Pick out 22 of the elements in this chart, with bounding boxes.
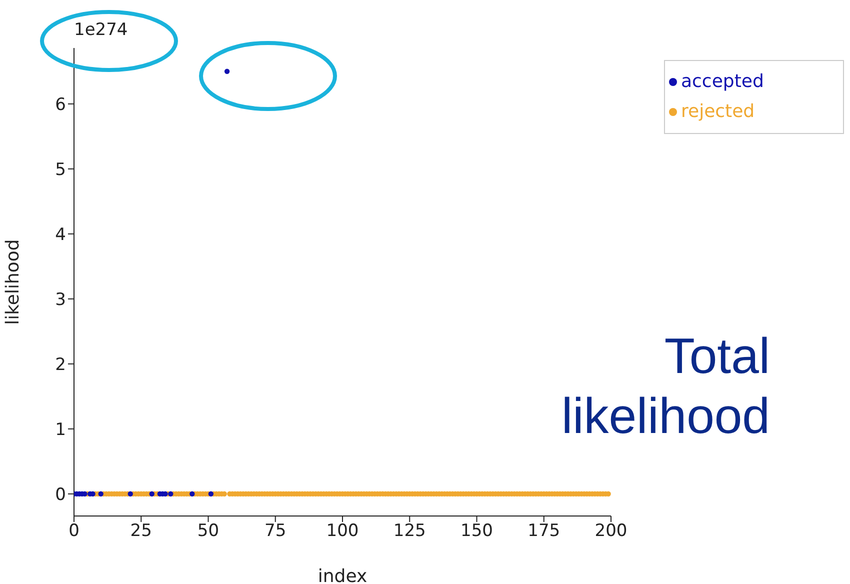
y-tick-label: 4 bbox=[55, 224, 66, 245]
x-tick-label: 125 bbox=[393, 521, 426, 542]
y-tick-label: 5 bbox=[55, 160, 66, 180]
y-tick-label: 3 bbox=[55, 290, 66, 310]
legend-label: accepted bbox=[681, 71, 764, 92]
x-tick-label: 150 bbox=[460, 521, 493, 542]
x-tick-label: 0 bbox=[68, 521, 80, 542]
y-tick-label: 0 bbox=[55, 484, 66, 505]
y-tick-label: 6 bbox=[55, 94, 66, 115]
x-tick-label: 200 bbox=[594, 521, 628, 542]
annotation: Total likelihood bbox=[560, 327, 770, 446]
x-tick-label: 50 bbox=[197, 521, 220, 542]
y-axis-title: likelihood bbox=[2, 239, 24, 325]
y-tick-label: 1 bbox=[55, 420, 66, 440]
x-tick-label: 175 bbox=[528, 521, 560, 542]
text: 1e274 bbox=[74, 20, 128, 40]
y-tick-label: 2 bbox=[55, 354, 66, 375]
x-tick-label: 75 bbox=[264, 521, 286, 542]
x-tick-label: 100 bbox=[326, 521, 359, 542]
legend-label: rejected bbox=[681, 101, 755, 122]
x-tick-label: 25 bbox=[130, 521, 152, 542]
x-axis-title: index bbox=[318, 566, 368, 584]
